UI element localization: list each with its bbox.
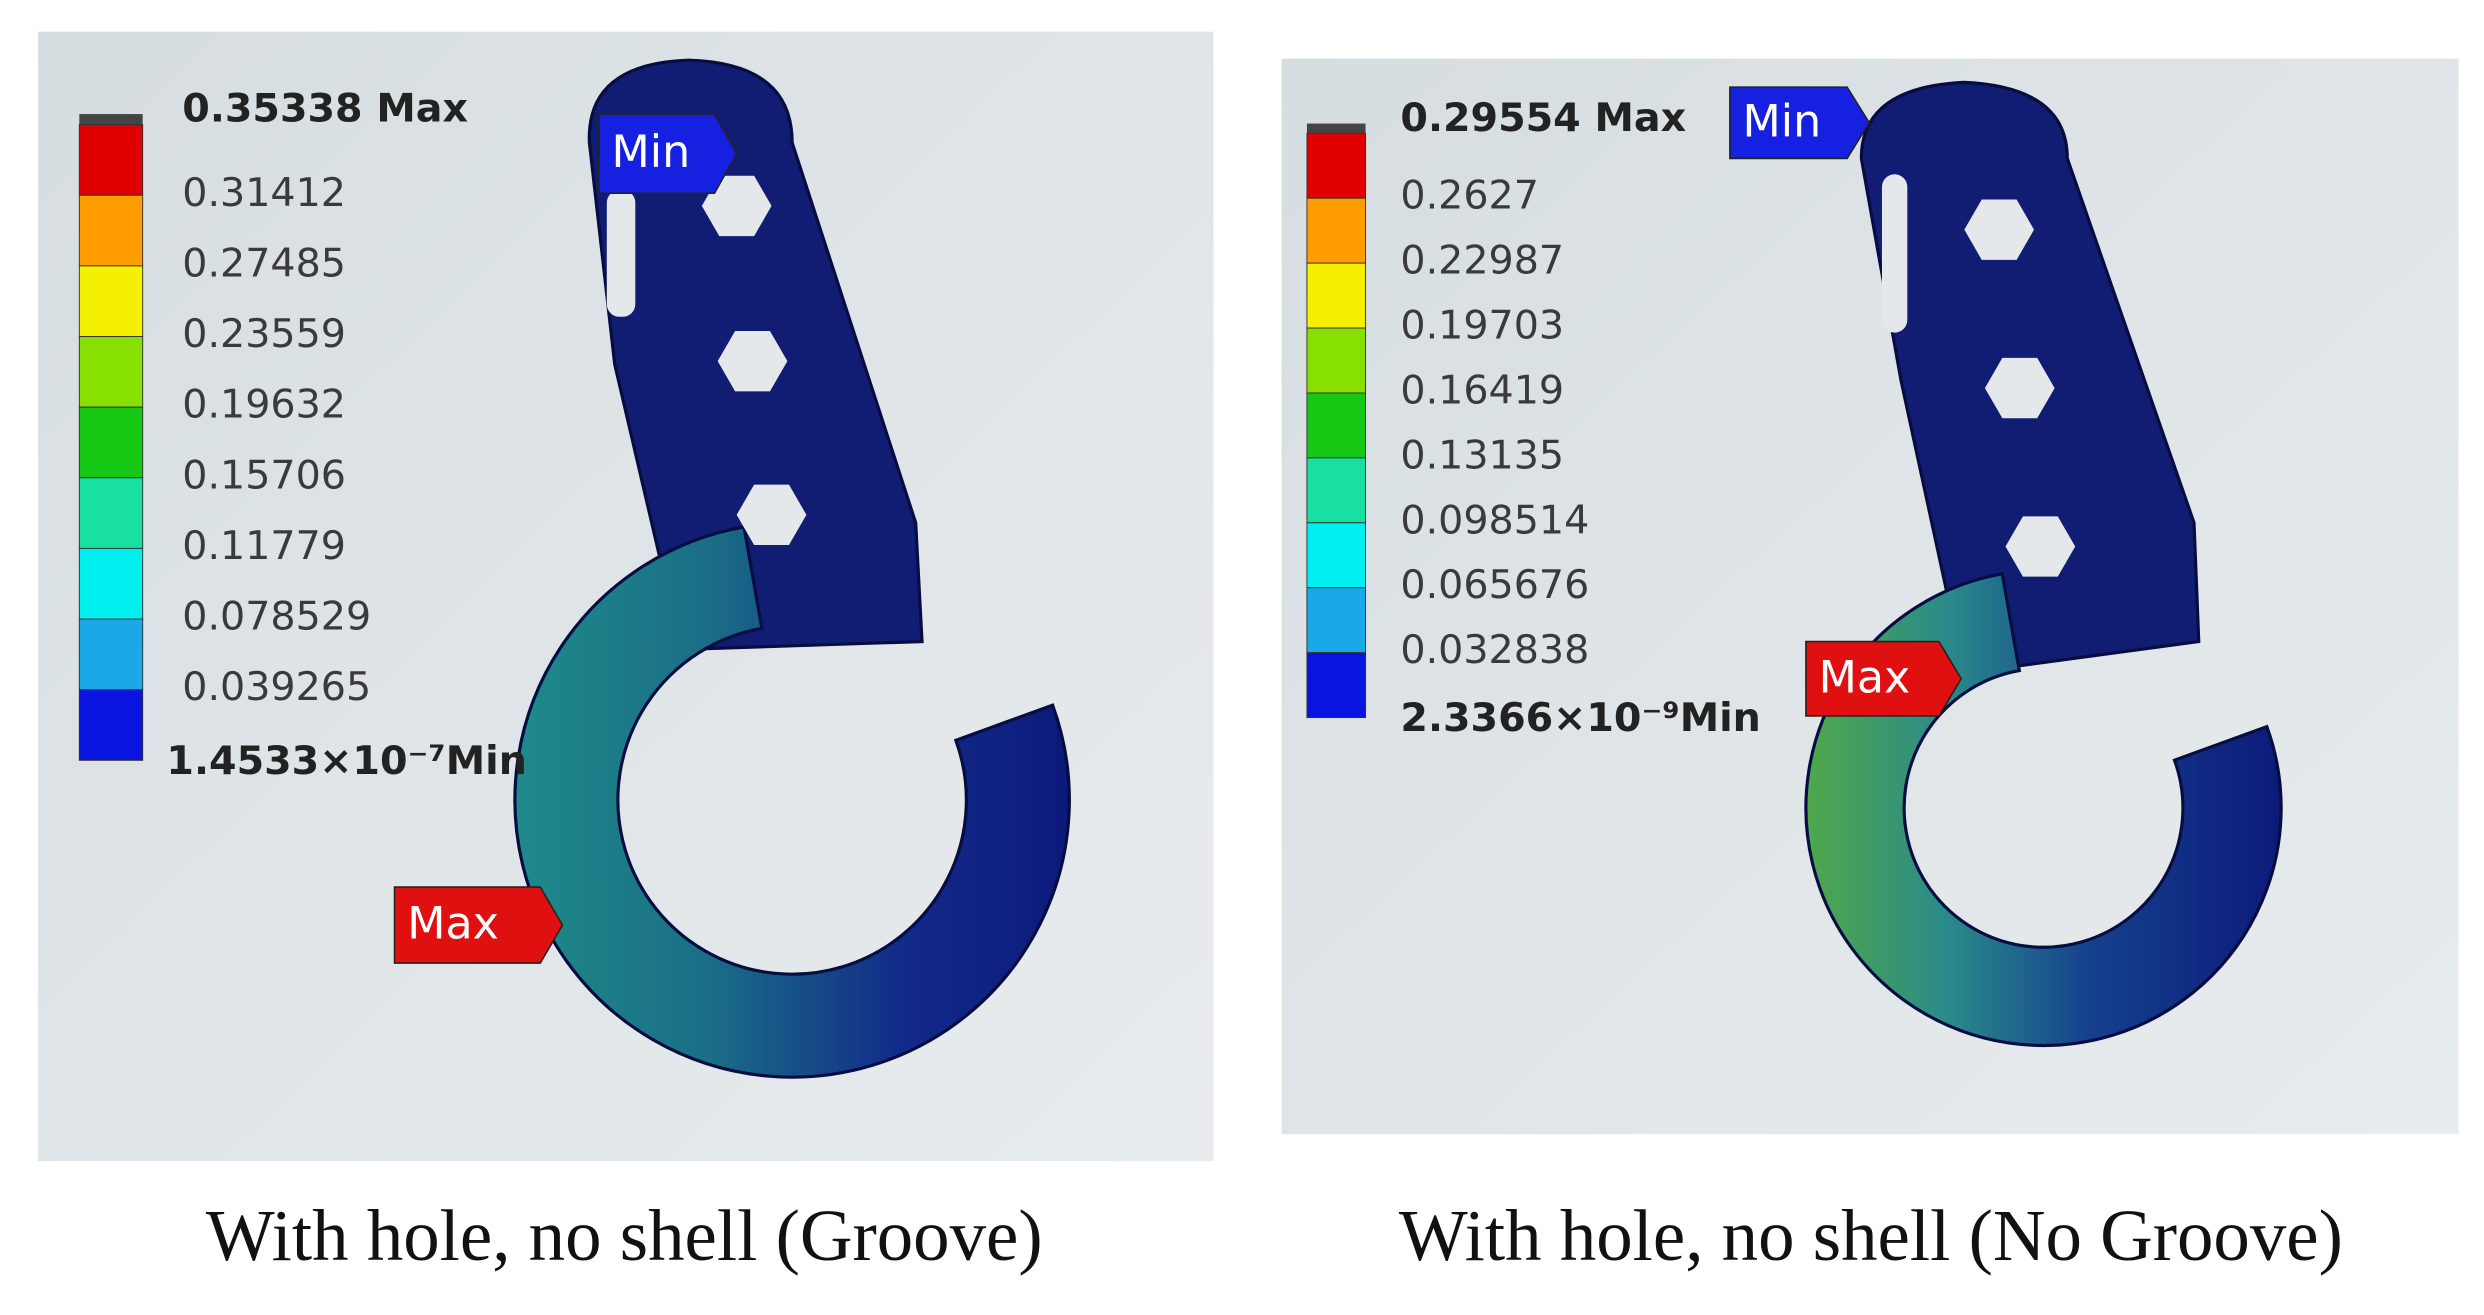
- legend-level: 0.098514: [1400, 497, 1589, 543]
- slot: [606, 190, 636, 317]
- legend-level: 0.15706: [182, 452, 346, 498]
- legend-band: [78, 477, 144, 549]
- legend-max: 0.29554 Max: [1400, 95, 1686, 141]
- caption: With hole, no shell (No Groove): [1399, 1195, 2343, 1276]
- hex-hole: [2005, 516, 2076, 577]
- hex-hole: [1984, 357, 2055, 419]
- legend-level: 0.065676: [1400, 562, 1589, 608]
- caption: With hole, no shell (Groove): [206, 1195, 1043, 1276]
- legend-band: [1306, 262, 1367, 329]
- legend-level: 0.22987: [1400, 238, 1564, 284]
- legend-level: 0.2627: [1400, 173, 1539, 219]
- callout-max-label: Max: [407, 899, 499, 950]
- callout-min: [1729, 86, 1871, 160]
- hex-hole: [717, 330, 788, 392]
- legend-level: 0.27485: [182, 240, 346, 286]
- callout-max: [393, 886, 564, 964]
- hook-ring: [513, 525, 1071, 1079]
- legend-band: [78, 618, 144, 691]
- legend-band: [1306, 587, 1367, 654]
- legend-level: 0.039265: [182, 664, 371, 710]
- slot: [1881, 174, 1908, 333]
- legend-band: [78, 194, 144, 267]
- legend-band: [1306, 132, 1367, 199]
- legend-band: [78, 547, 144, 620]
- legend-level: 0.31412: [182, 170, 346, 216]
- callout-min-label: Min: [1743, 96, 1822, 147]
- legend-band: [78, 406, 144, 479]
- legend-cap: [1306, 123, 1366, 135]
- callout-max-label: Max: [1819, 652, 1911, 703]
- legend-level: 0.19632: [182, 382, 346, 428]
- legend-band: [1306, 522, 1367, 589]
- legend-min: 2.3366×10⁻⁹Min: [1400, 695, 1760, 741]
- legend-cap: [79, 114, 143, 127]
- legend-band: [78, 689, 144, 761]
- hex-hole: [736, 484, 807, 545]
- hex-hole: [701, 175, 772, 237]
- legend-level: 0.13135: [1400, 432, 1564, 478]
- legend-level: 0.19703: [1400, 303, 1564, 349]
- legend-level: 0.16419: [1400, 367, 1564, 413]
- hex-hole: [1964, 199, 2035, 260]
- legend-band: [78, 265, 144, 338]
- legend-band: [1306, 197, 1367, 264]
- legend-level: 0.23559: [182, 311, 346, 357]
- legend-level: 0.032838: [1400, 627, 1589, 673]
- legend-band: [78, 336, 144, 408]
- callout-min: [598, 113, 738, 195]
- legend-band: [1306, 392, 1367, 459]
- legend-min: 1.4533×10⁻⁷Min: [166, 738, 526, 784]
- legend-band: [78, 124, 144, 196]
- legend-level: 0.11779: [182, 523, 346, 569]
- legend-level: 0.078529: [182, 594, 371, 640]
- callout-max: [1805, 640, 1963, 717]
- callout-min-label: Min: [612, 127, 691, 178]
- legend-band: [1306, 457, 1367, 524]
- legend-max: 0.35338 Max: [182, 85, 468, 131]
- legend-band: [1306, 652, 1367, 719]
- legend-band: [1306, 327, 1367, 394]
